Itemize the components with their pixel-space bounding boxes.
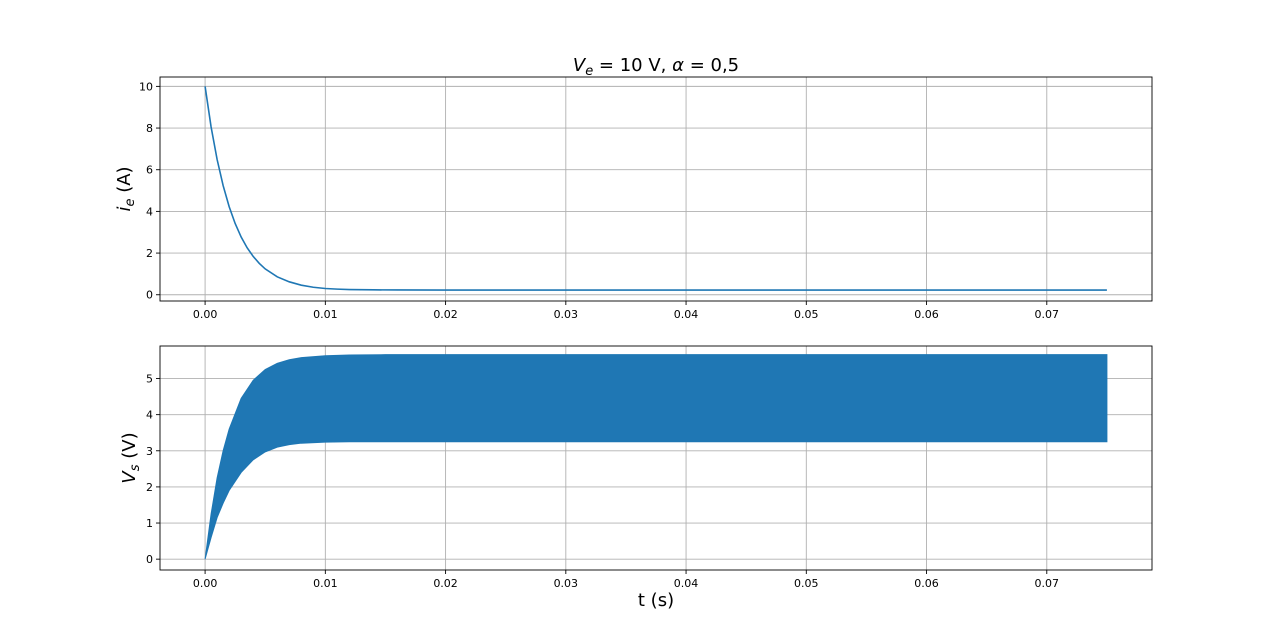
voltage-plot-series xyxy=(204,354,1108,560)
voltage-y-symbol: V xyxy=(119,470,140,484)
x-tick-label: 0.05 xyxy=(794,577,819,590)
current-plot-frame xyxy=(159,76,1153,302)
voltage-plot-grid xyxy=(160,346,1152,570)
x-tick-label: 0.01 xyxy=(313,577,338,590)
voltage-ripple-band xyxy=(204,354,1108,560)
voltage-plot: 0.00 0.01 0.02 0.03 0.04 0.05 0.06 0.07 0 1 2 3 4 5 V… xyxy=(119,345,1153,611)
y-tick-label: 0 xyxy=(146,553,153,566)
x-tick-label: 0.06 xyxy=(914,577,939,590)
x-tick-label: 0.04 xyxy=(674,577,699,590)
x-tick-label: 0.03 xyxy=(554,308,579,321)
y-tick-label: 2 xyxy=(146,481,153,494)
x-tick-label: 0.04 xyxy=(674,308,699,321)
x-tick-label: 0.07 xyxy=(1035,308,1060,321)
x-tick-label: 0.00 xyxy=(193,577,218,590)
x-tick-label: 0.07 xyxy=(1035,577,1060,590)
y-tick-label: 8 xyxy=(146,122,153,135)
title-alpha-symbol: α xyxy=(672,55,684,76)
voltage-y-axis-label: Vs (V) xyxy=(119,432,143,483)
title-equals-1: = 10 V, xyxy=(593,55,672,76)
voltage-plot-frame xyxy=(159,345,1153,571)
y-tick-label: 0 xyxy=(146,289,153,302)
voltage-y-unit: (V) xyxy=(119,432,140,464)
title-v-subscript: e xyxy=(585,64,593,79)
y-tick-label: 3 xyxy=(146,445,153,458)
x-tick-label: 0.03 xyxy=(554,577,579,590)
x-tick-label: 0.02 xyxy=(433,577,458,590)
current-series-line xyxy=(204,86,1107,291)
y-tick-label: 4 xyxy=(146,205,153,218)
y-tick-label: 10 xyxy=(139,80,153,93)
voltage-y-subscript: s xyxy=(128,464,143,471)
y-tick-label: 6 xyxy=(146,164,153,177)
y-tick-label: 5 xyxy=(146,373,153,386)
current-plot-series xyxy=(204,86,1107,291)
x-tick-label: 0.05 xyxy=(794,308,819,321)
title-v-symbol: V xyxy=(573,55,587,76)
x-tick-label: 0.00 xyxy=(193,308,218,321)
current-y-symbol: i xyxy=(114,207,135,212)
y-tick-label: 4 xyxy=(146,409,153,422)
y-tick-label: 2 xyxy=(146,247,153,260)
current-plot-grid xyxy=(160,77,1152,301)
current-y-axis-label: ie (A) xyxy=(114,166,138,211)
x-tick-label: 0.01 xyxy=(313,308,338,321)
x-axis-label: t (s) xyxy=(638,590,674,611)
chart-title: Ve = 10 V, α = 0,5 xyxy=(573,55,739,79)
current-y-unit: (A) xyxy=(114,166,135,198)
x-tick-label: 0.02 xyxy=(433,308,458,321)
voltage-plot-ticks: 0.00 0.01 0.02 0.03 0.04 0.05 0.06 0.07 0 1 2 3 4 5 xyxy=(146,373,1059,590)
title-equals-2: = 0,5 xyxy=(684,55,739,76)
y-tick-label: 1 xyxy=(146,517,153,530)
current-plot: 0.00 0.01 0.02 0.03 0.04 0.05 0.06 0.070246810 … xyxy=(114,76,1153,321)
current-plot-ticks: 0.00 0.01 0.02 0.03 0.04 0.05 0.06 0.07 0 2 4 6 8 10 xyxy=(139,80,1059,321)
x-tick-label: 0.06 xyxy=(914,308,939,321)
current-y-subscript: e xyxy=(123,199,138,207)
